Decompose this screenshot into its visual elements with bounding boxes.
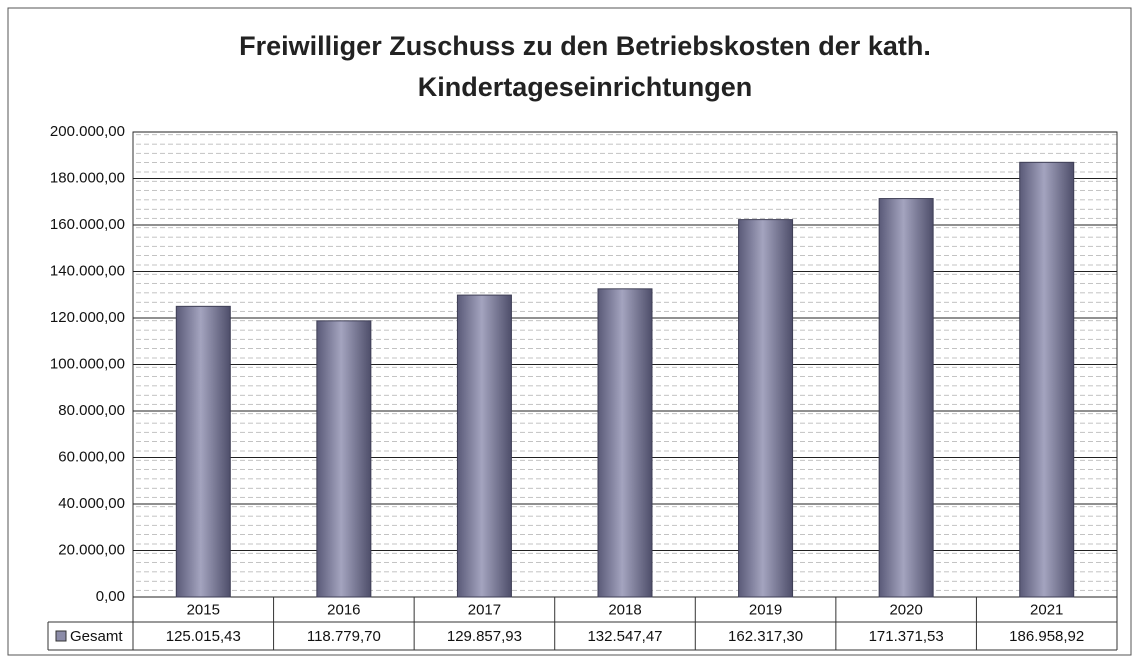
- value-label: 118.779,70: [307, 628, 381, 645]
- x-tick-label: 2016: [327, 601, 360, 618]
- bar: [316, 320, 372, 598]
- y-tick-label: 0,00: [96, 588, 125, 605]
- bar: [456, 294, 512, 598]
- x-tick-label: 2017: [468, 601, 501, 618]
- value-label: 129.857,93: [447, 628, 522, 645]
- value-label: 162.317,30: [728, 628, 803, 645]
- y-tick-label: 100.000,00: [50, 355, 125, 372]
- value-label: 171.371,53: [869, 628, 944, 645]
- chart-border: [7, 7, 1132, 656]
- chart-title: Freiwilliger Zuschuss zu den Betriebskos…: [239, 31, 931, 61]
- y-tick-label: 200.000,00: [50, 123, 125, 140]
- y-tick-label: 60.000,00: [58, 448, 125, 465]
- value-label: 125.015,43: [166, 628, 241, 645]
- x-tick-label: 2019: [749, 601, 782, 618]
- bar: [878, 198, 934, 598]
- legend-label: Gesamt: [70, 628, 123, 645]
- y-tick-label: 180.000,00: [50, 169, 125, 186]
- y-tick-label: 140.000,00: [50, 262, 125, 279]
- bar: [1019, 161, 1075, 598]
- y-tick-label: 120.000,00: [50, 309, 125, 326]
- value-label: 186.958,92: [1009, 628, 1084, 645]
- y-tick-label: 40.000,00: [58, 495, 125, 512]
- x-tick-label: 2020: [889, 601, 922, 618]
- bar: [175, 305, 231, 598]
- y-tick-label: 160.000,00: [50, 216, 125, 233]
- x-tick-label: 2015: [187, 601, 220, 618]
- y-tick-label: 20.000,00: [58, 541, 125, 558]
- bar: [738, 219, 794, 598]
- chart-title: Kindertageseinrichtungen: [418, 72, 753, 102]
- x-tick-label: 2021: [1030, 601, 1063, 618]
- bar: [597, 288, 653, 598]
- value-label: 132.547,47: [587, 628, 662, 645]
- x-tick-label: 2018: [608, 601, 641, 618]
- y-tick-label: 80.000,00: [58, 402, 125, 419]
- legend-key: [55, 630, 67, 642]
